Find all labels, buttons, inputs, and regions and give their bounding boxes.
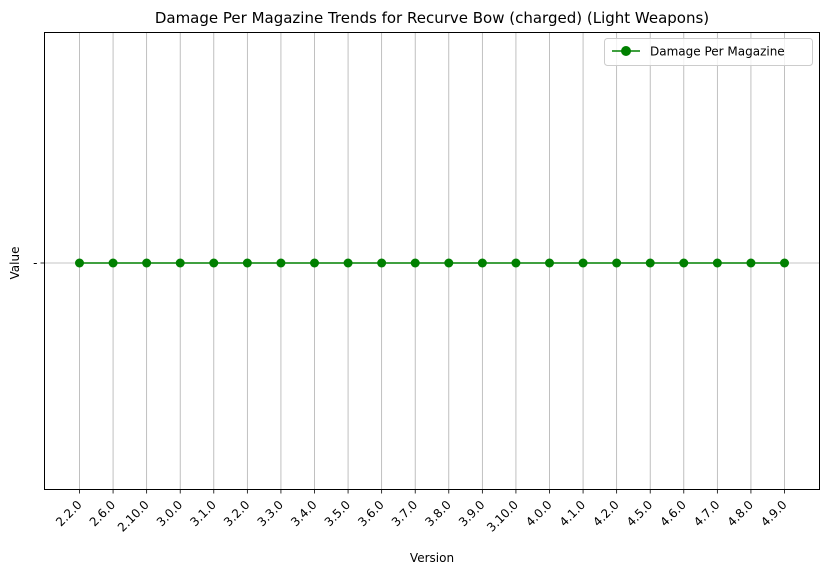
x-axis-ticks: 2.2.0 2.6.02.10.0 3.0.0 3.1.0 3.2.0 3.3.0 3.4.… <box>53 489 790 535</box>
data-point <box>612 258 622 268</box>
x-tick-label: 4.0.0 <box>523 498 554 529</box>
data-point <box>511 258 521 268</box>
chart-title: Damage Per Magazine Trends for Recurve B… <box>155 9 709 27</box>
data-point <box>108 258 118 268</box>
x-tick-label: 3.1.0 <box>187 498 218 529</box>
data-point <box>477 258 487 268</box>
data-point <box>712 258 722 268</box>
data-point <box>377 258 387 268</box>
legend-marker <box>621 46 631 56</box>
data-point <box>343 258 353 268</box>
x-tick-label: 4.8.0 <box>725 498 756 529</box>
x-tick-label: 3.4.0 <box>288 498 319 529</box>
data-point <box>578 258 588 268</box>
x-tick-label: 4.2.0 <box>590 498 621 529</box>
series-layer <box>75 258 789 268</box>
data-point <box>209 258 219 268</box>
x-tick-label: 4.6.0 <box>657 498 688 529</box>
x-tick-label: 3.0.0 <box>154 498 185 529</box>
data-point <box>410 258 420 268</box>
plot-area-frame <box>44 32 820 490</box>
legend-box <box>604 38 813 66</box>
data-point <box>645 258 655 268</box>
data-point <box>175 258 185 268</box>
x-tick-label: 3.5.0 <box>322 498 353 529</box>
y-axis-ticks: - <box>33 256 45 270</box>
plot-area-background <box>44 32 820 490</box>
x-tick-label: 3.3.0 <box>255 498 286 529</box>
data-point <box>780 258 789 268</box>
data-point <box>75 258 84 268</box>
x-tick-label: 3.2.0 <box>221 498 252 529</box>
x-tick-label: 3.8.0 <box>422 498 453 529</box>
y-tick-label: - <box>33 256 37 270</box>
x-tick-label: 4.9.0 <box>758 498 789 529</box>
x-tick-label: 3.6.0 <box>355 498 386 529</box>
x-tick-label: 2.2.0 <box>53 498 84 529</box>
legend: Damage Per Magazine <box>604 38 813 66</box>
x-tick-label: 4.5.0 <box>624 498 655 529</box>
x-tick-label: 3.7.0 <box>389 498 420 529</box>
x-tick-label: 2.10.0 <box>115 498 152 535</box>
x-tick-label: 3.9.0 <box>456 498 487 529</box>
x-tick-label: 4.7.0 <box>691 498 722 529</box>
y-axis-label: Value <box>8 247 22 280</box>
data-point <box>310 258 319 268</box>
x-tick-label: 3.10.0 <box>484 498 521 535</box>
data-point <box>142 258 152 268</box>
x-axis-label: Version <box>410 551 454 565</box>
data-point <box>545 258 554 268</box>
data-point <box>679 258 689 268</box>
x-tick-label: 4.1.0 <box>557 498 588 529</box>
data-point <box>444 258 454 268</box>
data-point <box>746 258 756 268</box>
legend-label: Damage Per Magazine <box>650 45 785 59</box>
x-tick-label: 2.6.0 <box>87 498 118 529</box>
data-point <box>276 258 286 268</box>
data-point <box>242 258 252 268</box>
